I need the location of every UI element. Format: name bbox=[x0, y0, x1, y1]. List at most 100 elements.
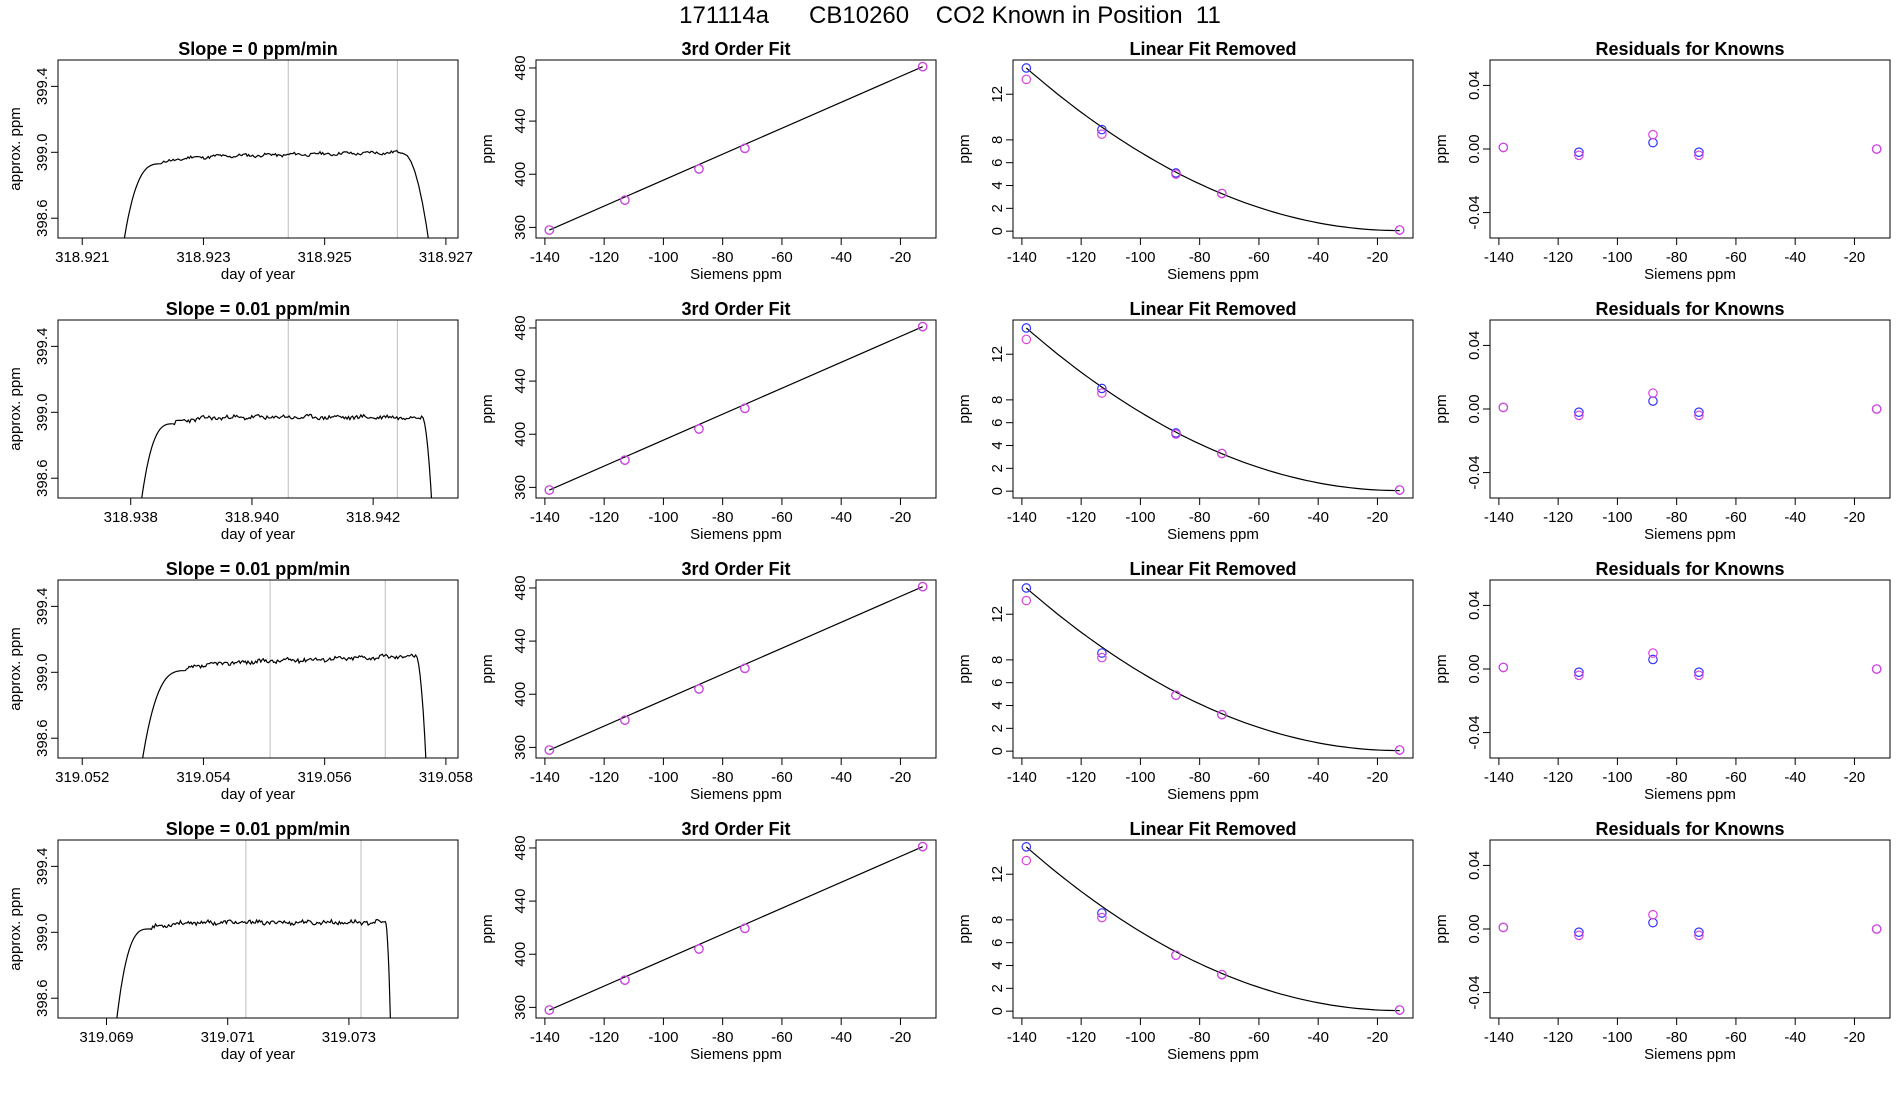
y-tick-label: 480 bbox=[512, 575, 529, 600]
fit-curve bbox=[1025, 587, 1400, 752]
y-axis-label: ppm bbox=[1433, 914, 1450, 943]
plot-area bbox=[141, 320, 433, 498]
y-tick-label: 4 bbox=[989, 961, 1006, 969]
panel-r2-c4: Residuals for Knowns -140 -120 -100 -80 -60 -4… bbox=[1433, 299, 1891, 543]
y-tick-label: 398.6 bbox=[34, 979, 51, 1017]
x-tick-label: -80 bbox=[1666, 1029, 1688, 1046]
known-point bbox=[1694, 147, 1704, 157]
y-tick-label: -0.04 bbox=[1466, 975, 1483, 1009]
x-tick-label: -80 bbox=[1189, 249, 1211, 266]
panel-title: Slope = 0 ppm/min bbox=[178, 39, 338, 59]
x-tick-label: -40 bbox=[1307, 509, 1329, 526]
y-tick-label: 400 bbox=[512, 682, 529, 707]
y-axis-label: ppm bbox=[956, 134, 973, 163]
y-tick-label: 6 bbox=[989, 419, 1006, 427]
measured-point bbox=[544, 1005, 555, 1015]
panel-r1-c4: Residuals for Knowns -140 -120 -100 -80 -60 -4… bbox=[1433, 39, 1891, 283]
measured-point bbox=[1394, 745, 1405, 755]
x-axis-label: day of year bbox=[221, 1046, 295, 1063]
measured-point bbox=[917, 841, 928, 852]
y-axis-label: ppm bbox=[479, 914, 496, 943]
y-tick-label: 0 bbox=[989, 747, 1006, 755]
y-axis-label: ppm bbox=[956, 394, 973, 423]
ppm-trace bbox=[141, 413, 433, 498]
known-point bbox=[1648, 396, 1658, 406]
plot-area bbox=[1498, 129, 1882, 161]
measured-point bbox=[1171, 169, 1181, 179]
x-tick-label: 319.073 bbox=[322, 1029, 376, 1046]
y-tick-label: -0.04 bbox=[1466, 455, 1483, 489]
y-tick-label: 2 bbox=[989, 724, 1006, 732]
measured-point bbox=[1871, 404, 1882, 414]
measured-point bbox=[694, 944, 704, 954]
x-axis-label: Siemens ppm bbox=[1644, 1046, 1736, 1063]
y-tick-label: 360 bbox=[512, 995, 529, 1020]
plot-area bbox=[123, 60, 429, 238]
measured-point bbox=[694, 164, 704, 174]
x-tick-label: -40 bbox=[1784, 769, 1806, 786]
panel-title: 3rd Order Fit bbox=[681, 39, 790, 59]
x-axis-label: Siemens ppm bbox=[690, 526, 782, 543]
panel-frame bbox=[57, 59, 459, 239]
y-tick-label: 440 bbox=[512, 369, 529, 394]
measured-point bbox=[1574, 930, 1584, 941]
x-tick-label: 319.052 bbox=[55, 769, 109, 786]
x-tick-label: -60 bbox=[1248, 1029, 1270, 1046]
y-tick-label: 399.0 bbox=[34, 914, 51, 952]
x-tick-label: -100 bbox=[1602, 249, 1632, 266]
fit-curve bbox=[1025, 846, 1400, 1012]
ppm-trace bbox=[142, 653, 427, 758]
measured-point bbox=[740, 403, 750, 414]
y-tick-label: 0.00 bbox=[1466, 394, 1483, 423]
plot-area bbox=[1498, 648, 1882, 681]
known-point bbox=[1097, 648, 1107, 658]
x-tick-label: -120 bbox=[1066, 249, 1096, 266]
x-tick-label: -20 bbox=[890, 249, 912, 266]
panel-title: 3rd Order Fit bbox=[681, 559, 790, 579]
y-tick-label: 6 bbox=[989, 159, 1006, 167]
known-point bbox=[1021, 842, 1032, 852]
measured-point bbox=[1171, 950, 1181, 961]
known-point bbox=[1097, 124, 1107, 135]
x-tick-label: -20 bbox=[1367, 769, 1389, 786]
x-axis-label: day of year bbox=[221, 266, 295, 283]
x-axis-label: Siemens ppm bbox=[690, 266, 782, 283]
x-tick-label: -60 bbox=[771, 1029, 793, 1046]
x-tick-label: -60 bbox=[771, 509, 793, 526]
y-tick-label: 0.04 bbox=[1466, 851, 1483, 880]
measured-point bbox=[620, 975, 630, 985]
y-axis-label: approx. ppm bbox=[7, 107, 24, 190]
plot-area bbox=[1021, 63, 1405, 235]
plot-area bbox=[1498, 909, 1882, 941]
y-tick-label: 0 bbox=[989, 227, 1006, 235]
y-tick-label: 2 bbox=[989, 204, 1006, 212]
measured-point bbox=[1498, 662, 1509, 673]
x-axis-label: Siemens ppm bbox=[1644, 266, 1736, 283]
plot-area bbox=[116, 840, 391, 1018]
panel-title: Linear Fit Removed bbox=[1129, 559, 1296, 579]
x-tick-label: -80 bbox=[712, 1029, 734, 1046]
y-tick-label: 0 bbox=[989, 487, 1006, 495]
panel-frame bbox=[1012, 59, 1414, 239]
known-point bbox=[1648, 137, 1658, 148]
x-tick-label: -120 bbox=[1543, 1029, 1573, 1046]
plot-area bbox=[1498, 388, 1882, 421]
x-tick-label: -80 bbox=[712, 249, 734, 266]
x-tick-label: -60 bbox=[1725, 249, 1747, 266]
x-tick-label: -80 bbox=[1189, 509, 1211, 526]
y-axis-label: approx. ppm bbox=[7, 887, 24, 970]
known-point bbox=[1574, 147, 1584, 157]
main-title: 171114a CB10260 CO2 Known in Position 11 bbox=[679, 2, 1221, 29]
y-tick-label: 398.6 bbox=[34, 199, 51, 237]
x-tick-label: -120 bbox=[589, 249, 619, 266]
panel-r3-c2: 3rd Order Fit -140 -120 -100 -80 -60 -40 -20 360… bbox=[479, 559, 937, 803]
measured-point bbox=[1574, 150, 1584, 161]
y-tick-label: 480 bbox=[512, 315, 529, 340]
measured-point bbox=[1694, 150, 1704, 161]
x-tick-label: -120 bbox=[1066, 769, 1096, 786]
y-axis-label: ppm bbox=[479, 394, 496, 423]
measured-point bbox=[694, 424, 704, 434]
measured-point bbox=[1021, 74, 1032, 85]
